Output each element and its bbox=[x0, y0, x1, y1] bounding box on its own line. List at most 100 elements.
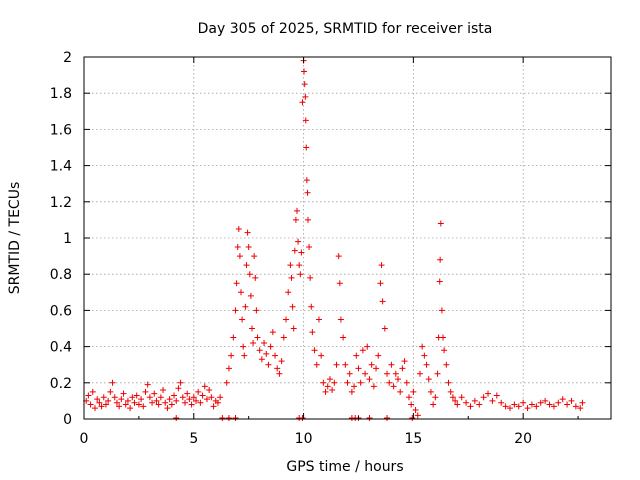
y-axis-label: SRMTID / TECUs bbox=[7, 182, 23, 295]
y-tick-labels: 0 0.2 0.4 0.6 0.8 1 1.2 1.4 1.6 1.8 2 bbox=[50, 50, 72, 428]
data-point bbox=[274, 365, 281, 372]
data-point bbox=[122, 401, 129, 408]
data-point bbox=[190, 394, 197, 401]
data-point bbox=[107, 388, 114, 395]
data-point bbox=[302, 117, 309, 124]
data-point bbox=[179, 394, 186, 401]
data-point bbox=[214, 399, 221, 406]
data-point bbox=[449, 394, 456, 401]
data-point bbox=[109, 379, 116, 386]
data-point bbox=[388, 361, 395, 368]
data-point bbox=[559, 396, 566, 403]
data-point bbox=[515, 403, 522, 410]
y-tick-label: 0.6 bbox=[50, 303, 72, 319]
data-point bbox=[261, 339, 268, 346]
data-point bbox=[384, 415, 391, 421]
data-point bbox=[235, 225, 242, 232]
data-point bbox=[366, 415, 373, 421]
data-point bbox=[129, 394, 136, 401]
data-point bbox=[242, 303, 249, 310]
data-point bbox=[524, 405, 531, 412]
data-point bbox=[392, 370, 399, 377]
data-point bbox=[146, 394, 153, 401]
data-point bbox=[100, 394, 107, 401]
data-point bbox=[283, 316, 290, 323]
data-point bbox=[304, 216, 311, 223]
data-point bbox=[105, 397, 112, 404]
data-point bbox=[555, 399, 562, 406]
data-point bbox=[550, 403, 557, 410]
data-point bbox=[246, 271, 253, 278]
data-point bbox=[127, 405, 134, 412]
data-point bbox=[427, 388, 434, 395]
data-point bbox=[419, 343, 426, 350]
data-point bbox=[116, 403, 123, 410]
data-point bbox=[166, 396, 173, 403]
data-point bbox=[359, 347, 366, 354]
data-point bbox=[403, 379, 410, 386]
data-point bbox=[244, 229, 251, 236]
data-point bbox=[438, 307, 445, 314]
data-point bbox=[485, 390, 492, 397]
data-point bbox=[434, 370, 441, 377]
data-point bbox=[329, 387, 336, 394]
data-point bbox=[336, 280, 343, 287]
y-tick-label: 0.8 bbox=[50, 267, 72, 283]
y-tick-label: 0 bbox=[63, 412, 72, 428]
data-point bbox=[568, 397, 575, 404]
data-point bbox=[269, 329, 276, 336]
x-tick-label: 0 bbox=[80, 431, 89, 447]
data-point bbox=[140, 403, 147, 410]
data-point bbox=[443, 361, 450, 368]
data-point bbox=[386, 379, 393, 386]
data-point bbox=[410, 388, 417, 395]
data-point bbox=[184, 390, 191, 397]
x-tick-label: 15 bbox=[404, 431, 422, 447]
data-point bbox=[295, 238, 302, 245]
data-point bbox=[102, 401, 109, 408]
data-point bbox=[309, 329, 316, 336]
data-point bbox=[542, 397, 549, 404]
data-point bbox=[447, 388, 454, 395]
data-point bbox=[290, 325, 297, 332]
data-point bbox=[440, 334, 447, 341]
data-point bbox=[240, 343, 247, 350]
data-point bbox=[476, 401, 483, 408]
data-point bbox=[346, 370, 353, 377]
data-point bbox=[118, 396, 125, 403]
data-point bbox=[322, 388, 329, 395]
data-point bbox=[364, 343, 371, 350]
data-point bbox=[173, 397, 180, 404]
data-point bbox=[245, 244, 252, 251]
data-point bbox=[177, 379, 184, 386]
data-point bbox=[315, 316, 322, 323]
data-point bbox=[236, 253, 243, 260]
data-point bbox=[153, 397, 160, 404]
data-point bbox=[133, 392, 140, 399]
grid-layer bbox=[84, 57, 611, 419]
y-tick-label: 1.6 bbox=[50, 122, 72, 138]
data-point bbox=[157, 394, 164, 401]
data-point bbox=[91, 405, 98, 412]
data-point bbox=[276, 370, 283, 377]
data-point bbox=[390, 383, 397, 390]
data-point bbox=[409, 415, 416, 421]
data-point bbox=[175, 385, 182, 392]
data-point bbox=[306, 244, 313, 251]
data-point bbox=[480, 394, 487, 401]
data-point bbox=[537, 399, 544, 406]
data-point bbox=[287, 262, 294, 269]
data-point bbox=[199, 392, 206, 399]
data-point bbox=[289, 303, 296, 310]
data-point bbox=[414, 412, 421, 419]
data-point bbox=[502, 403, 509, 410]
data-point bbox=[353, 352, 360, 359]
data-point bbox=[313, 361, 320, 368]
x-axis-label: GPS time / hours bbox=[286, 459, 403, 475]
data-point bbox=[437, 256, 444, 263]
data-point bbox=[303, 177, 310, 184]
data-point bbox=[208, 394, 215, 401]
data-point bbox=[149, 399, 156, 406]
data-point bbox=[533, 403, 540, 410]
